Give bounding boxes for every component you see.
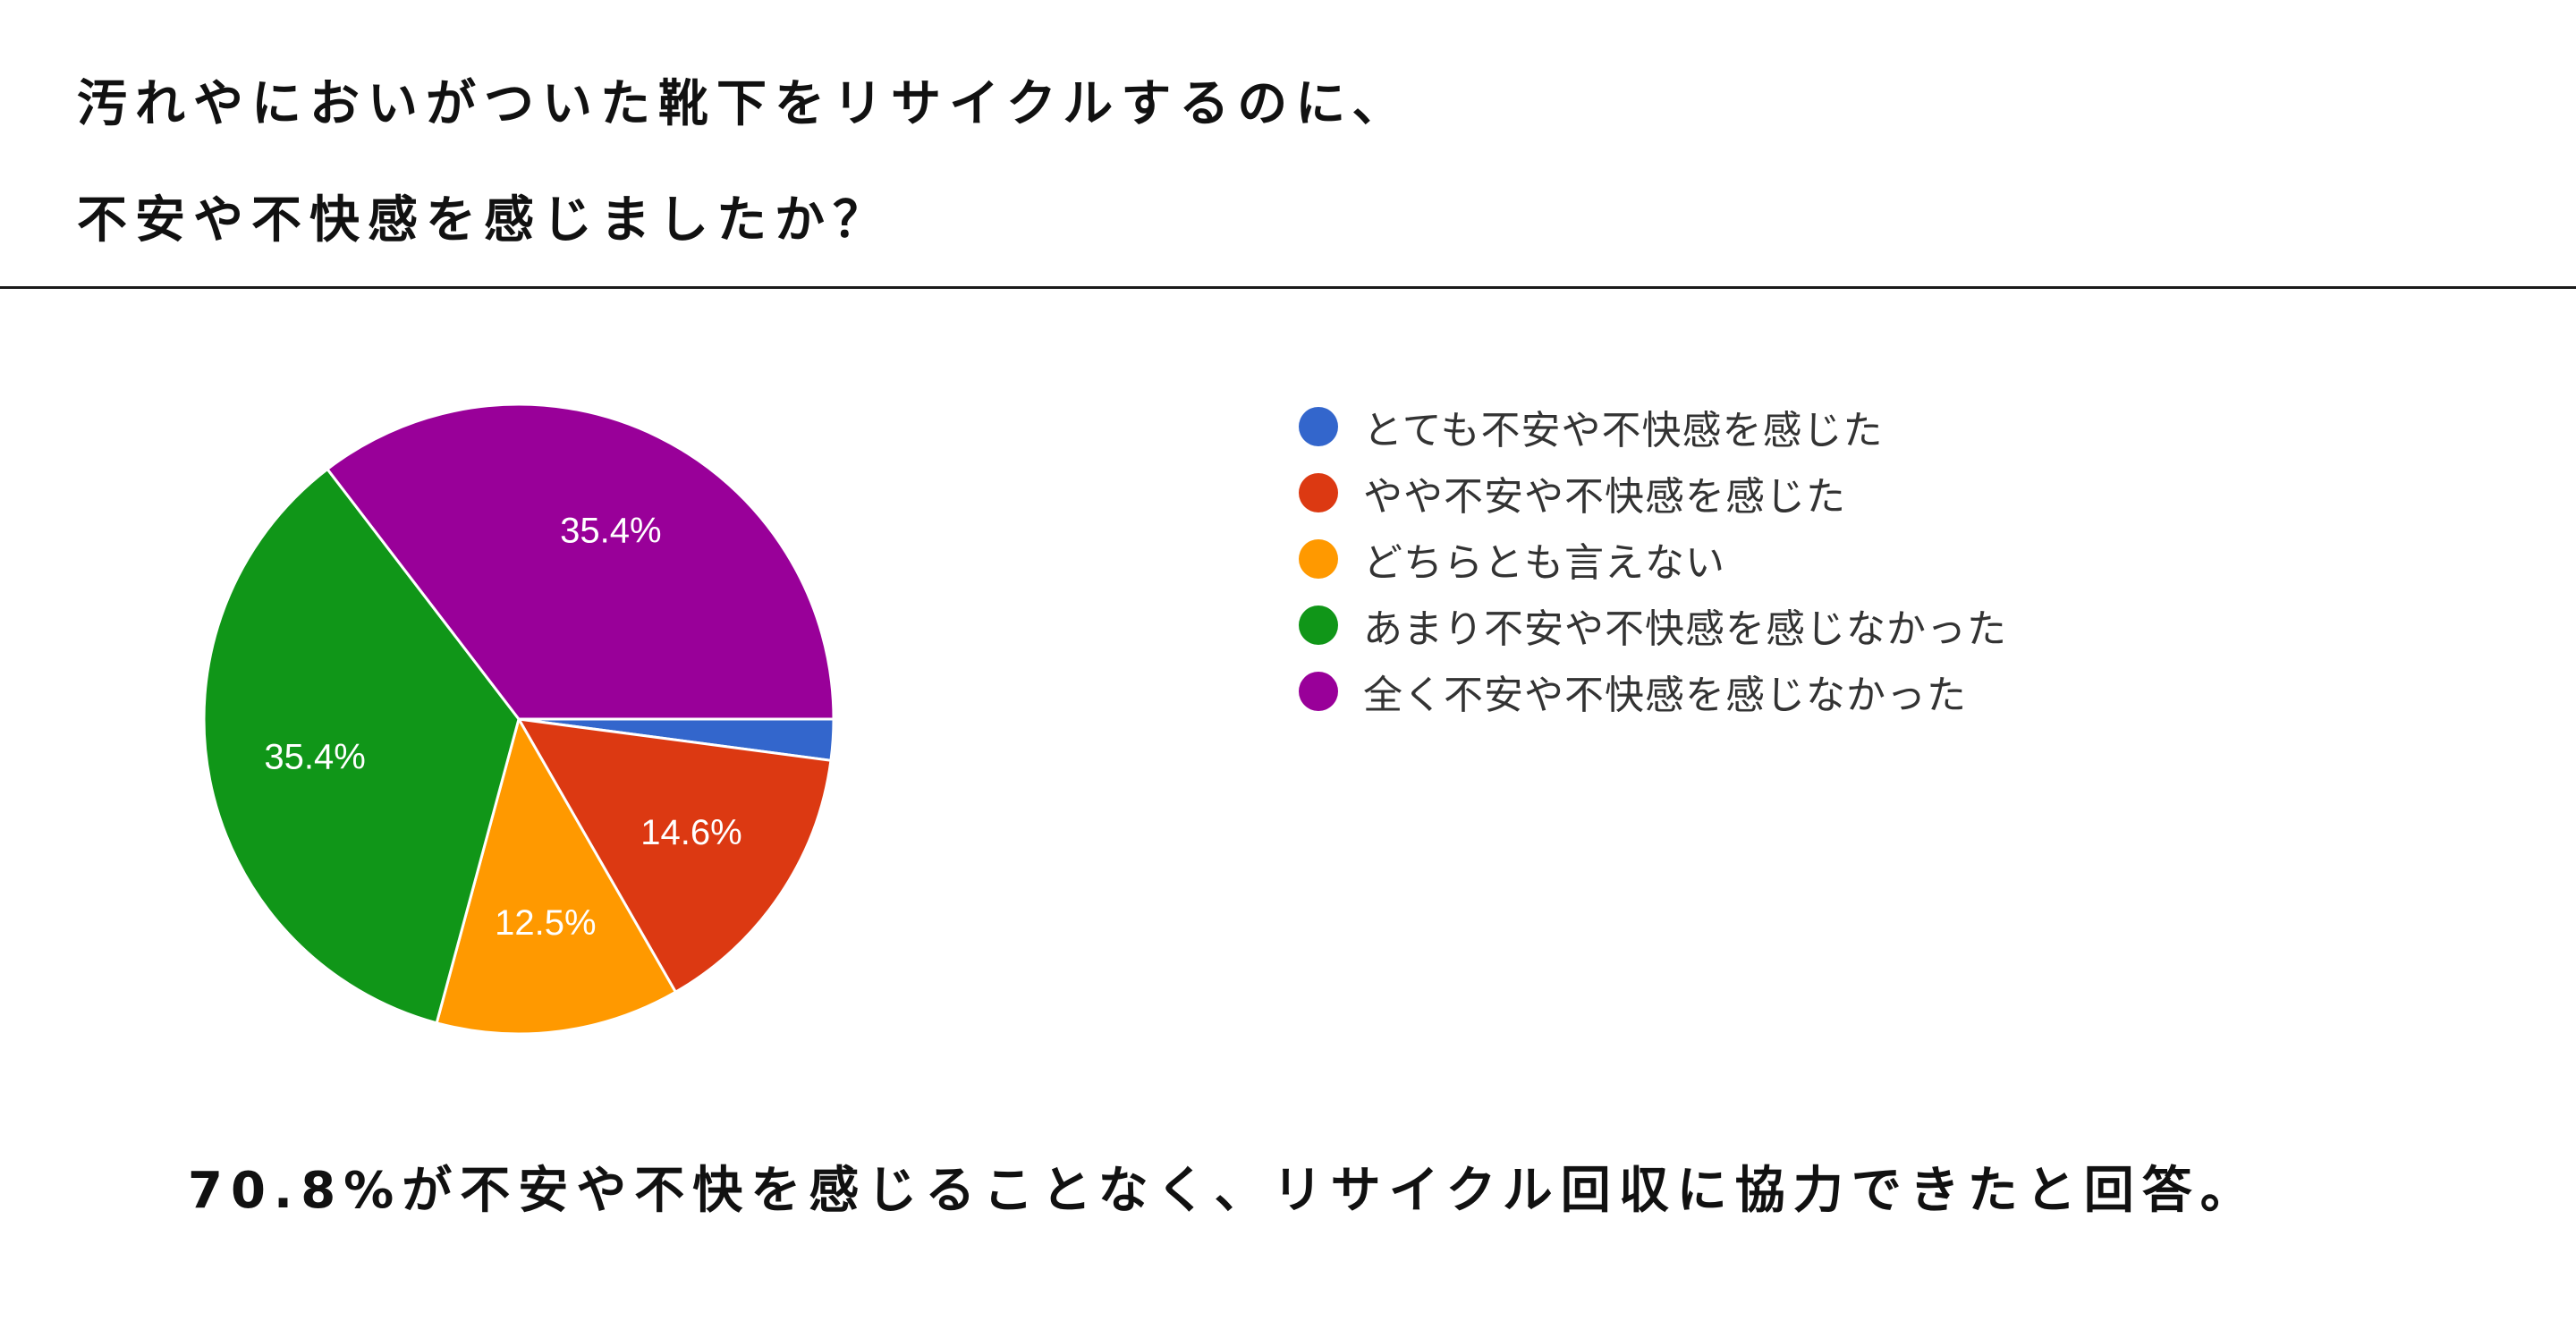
legend-swatch-5 [1299,672,1338,711]
legend-label-2: やや不安や不快感を感じた [1363,474,1846,520]
legend-swatch-2 [1299,473,1338,512]
legend-label-5: 全く不安や不快感を感じなかった [1363,673,1967,718]
pie-slices [202,402,835,1036]
legend-label-4: あまり不安や不快感を感じなかった [1363,606,2007,652]
legend-item-3: どちらとも言えない [1299,526,2007,592]
pie-data-label-3: 12.5% [495,903,596,943]
chart-title: 汚れやにおいがついた靴下をリサイクルするのに、 不安や不快感を感じましたか？ [77,72,2492,304]
title-divider [0,286,2576,289]
legend-swatch-4 [1299,605,1338,645]
legend-item-2: やや不安や不快感を感じた [1299,460,2007,526]
legend-swatch-3 [1299,539,1338,579]
pie-data-label-2: 14.6% [640,813,741,852]
pie-data-label-4: 35.4% [264,738,365,777]
legend-item-1: とても不安や不快感を感じた [1299,394,2007,460]
legend-item-5: 全く不安や不快感を感じなかった [1299,658,2007,724]
title-line-2: 不安や不快感を感じましたか？ [77,191,891,250]
legend-swatch-1 [1299,407,1338,446]
title-line-1: 汚れやにおいがついた靴下をリサイクルするのに、 [77,75,1411,133]
pie-labels: 14.6% 12.5% 35.4% 35.4% [264,511,741,943]
pie-slice-5 [325,402,835,721]
pie-slice-2 [516,717,833,995]
legend-item-4: あまり不安や不快感を感じなかった [1299,592,2007,658]
legend-label-3: どちらとも言えない [1363,540,1725,586]
pie-slice-4 [202,467,521,1025]
legend-label-1: とても不安や不快感を感じた [1363,408,1884,453]
pie-data-label-5: 35.4% [560,511,661,550]
conclusion-text: 70.8%が不安や不快を感じることなく、リサイクル回収に協力できたと回答。 [188,1162,2258,1220]
pie-slice-3 [435,716,678,1036]
legend: とても不安や不快感を感じた やや不安や不快感を感じた どちらとも言えないあまり不安や… [1299,394,2007,724]
